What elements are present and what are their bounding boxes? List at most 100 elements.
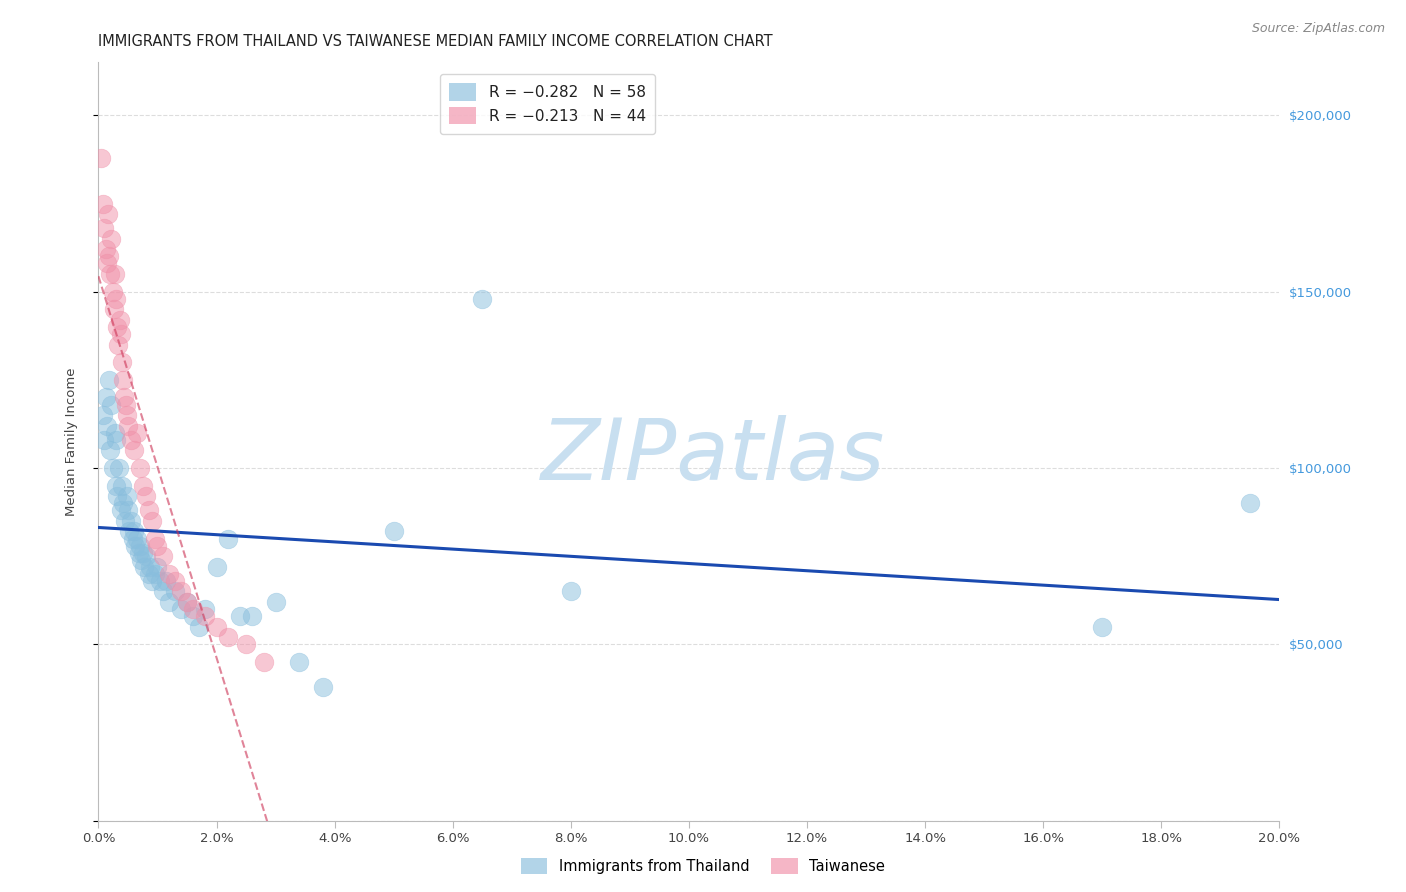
Point	[117, 418, 139, 433]
Point	[118, 524, 141, 539]
Point	[1239, 496, 1261, 510]
Point	[143, 532, 166, 546]
Point	[101, 285, 124, 299]
Point	[157, 595, 180, 609]
Point	[103, 302, 125, 317]
Point	[103, 461, 125, 475]
Point	[96, 418, 118, 433]
Point	[132, 546, 155, 560]
Point	[97, 207, 120, 221]
Point	[264, 595, 287, 609]
Point	[108, 461, 131, 475]
Point	[125, 532, 148, 546]
Point	[312, 680, 335, 694]
Point	[100, 397, 122, 411]
Point	[165, 584, 187, 599]
Point	[105, 320, 128, 334]
Point	[187, 620, 209, 634]
Point	[240, 609, 263, 624]
Point	[229, 609, 252, 624]
Point	[94, 391, 117, 405]
Point	[176, 595, 198, 609]
Point	[124, 539, 146, 553]
Point	[93, 433, 115, 447]
Point	[105, 292, 128, 306]
Point	[94, 243, 117, 257]
Point	[112, 496, 135, 510]
Point	[115, 408, 138, 422]
Point	[141, 574, 163, 588]
Point	[149, 574, 172, 588]
Point	[205, 620, 228, 634]
Point	[134, 559, 156, 574]
Y-axis label: Median Family Income: Median Family Income	[65, 368, 77, 516]
Point	[129, 552, 152, 566]
Point	[110, 326, 132, 341]
Point	[132, 478, 155, 492]
Point	[135, 489, 157, 503]
Point	[98, 249, 121, 263]
Point	[114, 397, 136, 411]
Point	[138, 566, 160, 581]
Point	[135, 549, 157, 563]
Point	[143, 566, 166, 581]
Point	[125, 425, 148, 440]
Point	[91, 408, 114, 422]
Point	[139, 559, 162, 574]
Point	[165, 574, 187, 588]
Point	[117, 503, 139, 517]
Point	[141, 514, 163, 528]
Text: ZIPatlas: ZIPatlas	[540, 415, 884, 499]
Point	[181, 609, 204, 624]
Point	[122, 524, 145, 539]
Point	[112, 391, 135, 405]
Point	[155, 574, 177, 588]
Point	[104, 425, 127, 440]
Point	[128, 461, 150, 475]
Legend: Immigrants from Thailand, Taiwanese: Immigrants from Thailand, Taiwanese	[515, 852, 891, 880]
Point	[91, 196, 114, 211]
Point	[105, 478, 128, 492]
Point	[152, 584, 174, 599]
Point	[98, 373, 121, 387]
Point	[96, 256, 118, 270]
Text: Source: ZipAtlas.com: Source: ZipAtlas.com	[1251, 22, 1385, 36]
Point	[235, 637, 257, 651]
Point	[471, 292, 494, 306]
Point	[138, 503, 160, 517]
Point	[128, 539, 150, 553]
Point	[560, 584, 582, 599]
Point	[120, 433, 142, 447]
Point	[146, 559, 169, 574]
Point	[107, 337, 129, 351]
Point	[194, 602, 217, 616]
Point	[152, 549, 174, 563]
Point	[288, 655, 311, 669]
Point	[111, 355, 134, 369]
Point	[110, 503, 132, 517]
Point	[205, 559, 228, 574]
Point	[104, 267, 127, 281]
Point	[112, 373, 135, 387]
Text: IMMIGRANTS FROM THAILAND VS TAIWANESE MEDIAN FAMILY INCOME CORRELATION CHART: IMMIGRANTS FROM THAILAND VS TAIWANESE ME…	[98, 34, 773, 49]
Point	[181, 602, 204, 616]
Point	[176, 595, 198, 609]
Point	[157, 566, 180, 581]
Point	[1091, 620, 1114, 634]
Point	[253, 655, 276, 669]
Point	[105, 489, 128, 503]
Point	[146, 539, 169, 553]
Point	[98, 443, 121, 458]
Point	[170, 602, 193, 616]
Point	[111, 478, 134, 492]
Point	[120, 514, 142, 528]
Point	[122, 443, 145, 458]
Point	[382, 524, 405, 539]
Point	[217, 532, 239, 546]
Point	[128, 546, 150, 560]
Point	[114, 514, 136, 528]
Point	[115, 489, 138, 503]
Point	[105, 433, 128, 447]
Point	[93, 221, 115, 235]
Point	[108, 313, 131, 327]
